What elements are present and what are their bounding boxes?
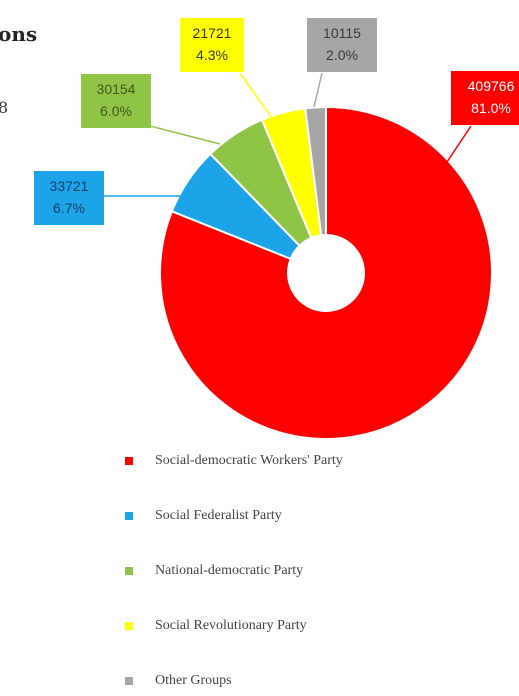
legend-swatch [125, 677, 133, 685]
leader-line-social-democratic-workers-party [446, 125, 472, 163]
slice-social-democratic-workers-party [159, 105, 493, 440]
slice-other-groups [304, 105, 327, 237]
chart-title-fragment: ons [0, 22, 38, 46]
data-label-value-social-democratic-workers-party: 409766 [468, 78, 515, 94]
legend-label: Other Groups [155, 673, 232, 688]
data-label-box-other-groups [307, 18, 377, 72]
leader-line-other-groups [313, 72, 323, 108]
data-label-percent-social-federalist-party: 6.7% [53, 200, 85, 216]
data-label-percent-national-democratic-party: 6.0% [100, 103, 132, 119]
chart-subtitle-fragment: 8 [0, 98, 9, 117]
data-label-value-social-federalist-party: 33721 [50, 178, 89, 194]
leader-line-national-democratic-party [149, 125, 221, 145]
legend-label: Social Federalist Party [155, 508, 282, 523]
data-label-percent-social-revolutionary-party: 4.3% [196, 47, 228, 63]
data-label-box-social-revolutionary-party [180, 18, 244, 72]
legend-swatch [125, 512, 133, 520]
data-label-value-social-revolutionary-party: 21721 [193, 25, 232, 41]
legend-swatch [125, 457, 133, 465]
legend-swatch [125, 622, 133, 630]
data-label-percent-other-groups: 2.0% [326, 47, 358, 63]
data-label-percent-social-democratic-workers-party: 81.0% [471, 100, 511, 116]
leader-line-social-revolutionary-party [239, 72, 273, 119]
data-label-box-social-federalist-party [34, 171, 104, 225]
data-label-value-other-groups: 10115 [323, 25, 361, 41]
legend-label: National-democratic Party [155, 563, 304, 578]
legend-label: Social-democratic Workers' Party [155, 453, 343, 468]
legend-label: Social Revolutionary Party [155, 618, 307, 633]
legend-swatch [125, 567, 133, 575]
data-label-value-national-democratic-party: 30154 [97, 81, 136, 97]
data-label-box-social-democratic-workers-party [451, 71, 519, 125]
data-label-box-national-democratic-party [81, 74, 151, 128]
